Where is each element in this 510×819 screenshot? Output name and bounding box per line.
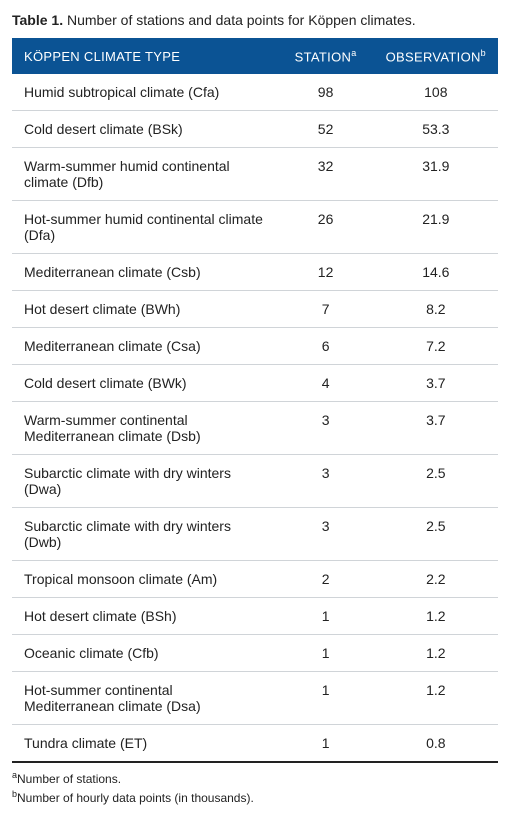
footnotes: aNumber of stations. bNumber of hourly d… xyxy=(12,769,498,807)
cell-observation: 8.2 xyxy=(374,291,498,328)
cell-station: 1 xyxy=(278,635,374,672)
header-type-text: KÖPPEN CLIMATE TYPE xyxy=(24,49,180,64)
table-row: Hot desert climate (BWh)78.2 xyxy=(12,291,498,328)
cell-station: 98 xyxy=(278,74,374,111)
cell-station: 1 xyxy=(278,725,374,763)
cell-observation: 1.2 xyxy=(374,635,498,672)
cell-observation: 2.5 xyxy=(374,508,498,561)
cell-climate-type: Subarctic climate with dry winters (Dwb) xyxy=(12,508,278,561)
cell-observation: 3.7 xyxy=(374,402,498,455)
table-row: Oceanic climate (Cfb)11.2 xyxy=(12,635,498,672)
table-row: Mediterranean climate (Csb)1214.6 xyxy=(12,254,498,291)
table-row: Hot-summer humid continental climate (Df… xyxy=(12,201,498,254)
cell-climate-type: Tundra climate (ET) xyxy=(12,725,278,763)
header-station-text: STATION xyxy=(295,49,352,64)
cell-station: 7 xyxy=(278,291,374,328)
cell-climate-type: Oceanic climate (Cfb) xyxy=(12,635,278,672)
cell-station: 52 xyxy=(278,111,374,148)
cell-station: 26 xyxy=(278,201,374,254)
table-row: Subarctic climate with dry winters (Dwb)… xyxy=(12,508,498,561)
table-row: Warm-summer continental Mediterranean cl… xyxy=(12,402,498,455)
cell-climate-type: Humid subtropical climate (Cfa) xyxy=(12,74,278,111)
cell-climate-type: Hot desert climate (BWh) xyxy=(12,291,278,328)
footnote-a: aNumber of stations. xyxy=(12,769,498,788)
cell-climate-type: Subarctic climate with dry winters (Dwa) xyxy=(12,455,278,508)
footnote-a-text: Number of stations. xyxy=(17,772,121,786)
cell-station: 3 xyxy=(278,508,374,561)
caption-text: Number of stations and data points for K… xyxy=(67,12,416,28)
cell-observation: 0.8 xyxy=(374,725,498,763)
table-row: Cold desert climate (BSk)5253.3 xyxy=(12,111,498,148)
table-row: Cold desert climate (BWk)43.7 xyxy=(12,365,498,402)
cell-climate-type: Tropical monsoon climate (Am) xyxy=(12,561,278,598)
cell-observation: 53.3 xyxy=(374,111,498,148)
header-obs-text: OBSERVATION xyxy=(386,49,481,64)
cell-station: 1 xyxy=(278,672,374,725)
cell-observation: 2.2 xyxy=(374,561,498,598)
cell-climate-type: Cold desert climate (BWk) xyxy=(12,365,278,402)
cell-station: 12 xyxy=(278,254,374,291)
table-row: Humid subtropical climate (Cfa)98108 xyxy=(12,74,498,111)
table-caption: Table 1. Number of stations and data poi… xyxy=(12,12,498,28)
cell-observation: 7.2 xyxy=(374,328,498,365)
table-row: Hot-summer continental Mediterranean cli… xyxy=(12,672,498,725)
cell-climate-type: Hot-summer humid continental climate (Df… xyxy=(12,201,278,254)
table-row: Tundra climate (ET)10.8 xyxy=(12,725,498,763)
cell-station: 3 xyxy=(278,402,374,455)
table-header-row: KÖPPEN CLIMATE TYPE STATIONa OBSERVATION… xyxy=(12,38,498,74)
cell-station: 1 xyxy=(278,598,374,635)
cell-observation: 3.7 xyxy=(374,365,498,402)
cell-observation: 14.6 xyxy=(374,254,498,291)
header-observation: OBSERVATIONb xyxy=(374,38,498,74)
cell-climate-type: Hot desert climate (BSh) xyxy=(12,598,278,635)
cell-observation: 21.9 xyxy=(374,201,498,254)
cell-station: 32 xyxy=(278,148,374,201)
header-climate-type: KÖPPEN CLIMATE TYPE xyxy=(12,38,278,74)
cell-observation: 2.5 xyxy=(374,455,498,508)
table-row: Tropical monsoon climate (Am)22.2 xyxy=(12,561,498,598)
cell-observation: 108 xyxy=(374,74,498,111)
table-row: Mediterranean climate (Csa)67.2 xyxy=(12,328,498,365)
cell-station: 2 xyxy=(278,561,374,598)
cell-station: 6 xyxy=(278,328,374,365)
cell-climate-type: Cold desert climate (BSk) xyxy=(12,111,278,148)
footnote-b: bNumber of hourly data points (in thousa… xyxy=(12,788,498,807)
cell-climate-type: Mediterranean climate (Csb) xyxy=(12,254,278,291)
cell-observation: 31.9 xyxy=(374,148,498,201)
cell-station: 4 xyxy=(278,365,374,402)
cell-climate-type: Warm-summer humid continental climate (D… xyxy=(12,148,278,201)
header-station-sup: a xyxy=(351,48,356,58)
footnote-b-text: Number of hourly data points (in thousan… xyxy=(17,791,254,805)
cell-climate-type: Hot-summer continental Mediterranean cli… xyxy=(12,672,278,725)
header-station: STATIONa xyxy=(278,38,374,74)
cell-station: 3 xyxy=(278,455,374,508)
cell-climate-type: Warm-summer continental Mediterranean cl… xyxy=(12,402,278,455)
cell-observation: 1.2 xyxy=(374,672,498,725)
header-obs-sup: b xyxy=(481,48,486,58)
table-row: Hot desert climate (BSh)11.2 xyxy=(12,598,498,635)
caption-label: Table 1. xyxy=(12,12,63,28)
table-row: Subarctic climate with dry winters (Dwa)… xyxy=(12,455,498,508)
climate-table: KÖPPEN CLIMATE TYPE STATIONa OBSERVATION… xyxy=(12,38,498,763)
cell-climate-type: Mediterranean climate (Csa) xyxy=(12,328,278,365)
table-row: Warm-summer humid continental climate (D… xyxy=(12,148,498,201)
cell-observation: 1.2 xyxy=(374,598,498,635)
